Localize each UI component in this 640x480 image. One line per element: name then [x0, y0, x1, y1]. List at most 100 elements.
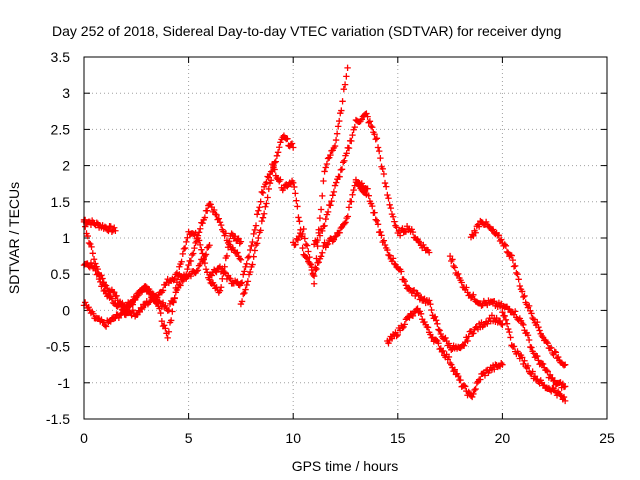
data-point — [198, 246, 205, 253]
data-point — [450, 367, 457, 375]
data-point — [237, 280, 245, 287]
data-point — [554, 353, 562, 361]
y-tick-label: -1 — [58, 375, 71, 391]
data-point — [313, 265, 320, 273]
data-point — [104, 284, 111, 292]
data-point — [389, 213, 397, 220]
data-point — [428, 306, 435, 314]
data-point — [386, 201, 393, 209]
data-point — [120, 308, 127, 315]
data-point — [112, 227, 119, 234]
data-point — [520, 293, 527, 301]
data-point — [270, 164, 277, 171]
data-point — [321, 168, 328, 175]
data-point — [344, 64, 351, 72]
data-point — [178, 258, 185, 265]
data-point — [462, 383, 469, 390]
data-point — [258, 217, 266, 225]
data-point — [455, 372, 462, 380]
data-point — [267, 177, 275, 184]
data-point — [373, 135, 381, 142]
data-point — [358, 116, 365, 123]
data-point — [105, 227, 112, 235]
data-point — [310, 280, 318, 287]
data-point — [284, 135, 291, 142]
data-point — [489, 226, 497, 233]
data-point — [535, 357, 542, 364]
data-point — [521, 357, 528, 364]
data-point — [274, 149, 282, 156]
data-point — [457, 376, 464, 384]
data-point — [259, 214, 267, 221]
data-point — [425, 297, 433, 304]
data-point — [111, 224, 118, 231]
data-point — [160, 322, 168, 329]
data-point — [164, 334, 171, 342]
data-point — [391, 218, 398, 225]
data-point — [292, 241, 299, 248]
data-point — [294, 236, 302, 244]
data-point — [169, 308, 176, 315]
data-point — [162, 325, 169, 332]
data-point — [217, 284, 225, 291]
data-point — [244, 278, 252, 285]
data-point — [470, 291, 477, 298]
data-point — [272, 158, 279, 165]
data-point — [425, 249, 433, 256]
data-point — [131, 296, 139, 304]
data-point — [202, 251, 210, 258]
data-point — [380, 237, 388, 244]
data-point — [187, 272, 195, 280]
data-point — [535, 323, 542, 331]
data-point — [323, 160, 331, 168]
data-point — [253, 211, 261, 218]
data-point — [255, 234, 262, 242]
y-tick-label: 2.5 — [51, 121, 71, 137]
data-point — [99, 275, 106, 282]
data-point — [256, 204, 263, 211]
data-point — [259, 189, 267, 197]
data-point — [350, 186, 357, 194]
data-point — [190, 250, 197, 257]
data-point — [321, 222, 328, 229]
data-point — [108, 295, 116, 302]
data-point — [331, 182, 339, 189]
data-point — [165, 306, 173, 314]
data-point — [451, 366, 458, 373]
data-point — [323, 211, 331, 218]
data-point — [179, 250, 186, 258]
data-point — [138, 288, 146, 295]
data-point — [90, 310, 97, 317]
data-point — [197, 241, 204, 249]
data-point — [324, 208, 332, 216]
data-point — [323, 241, 331, 248]
data-point — [193, 267, 200, 275]
data-point — [384, 191, 391, 199]
data-point — [364, 185, 371, 192]
data-point — [348, 137, 355, 145]
data-point — [219, 265, 226, 272]
data-point — [306, 253, 313, 261]
data-point — [107, 318, 114, 325]
data-point — [432, 317, 440, 324]
data-point — [208, 272, 216, 279]
data-point — [249, 261, 256, 268]
data-point — [438, 348, 446, 356]
data-point — [460, 382, 468, 389]
data-point — [138, 305, 146, 313]
data-point — [319, 249, 326, 256]
data-point — [255, 207, 262, 214]
data-point — [184, 234, 191, 241]
data-point — [113, 292, 120, 300]
data-point — [156, 305, 163, 312]
data-point — [458, 279, 465, 286]
data-point — [538, 332, 546, 340]
data-point — [463, 284, 470, 291]
data-point — [157, 309, 164, 317]
data-point — [234, 249, 241, 256]
data-point — [308, 266, 315, 274]
data-point — [240, 271, 247, 278]
data-point — [89, 250, 96, 257]
data-point — [292, 190, 299, 197]
data-point — [319, 192, 326, 200]
